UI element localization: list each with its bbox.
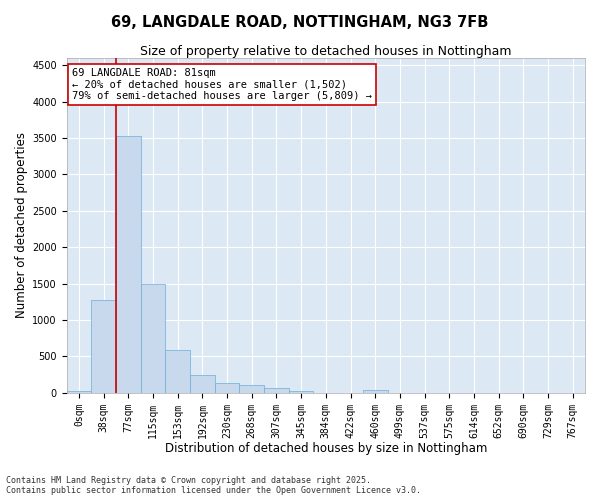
Bar xyxy=(91,300,116,393)
Bar xyxy=(289,390,313,393)
Bar xyxy=(140,284,166,393)
Bar xyxy=(239,385,264,393)
Bar xyxy=(215,384,239,393)
Title: Size of property relative to detached houses in Nottingham: Size of property relative to detached ho… xyxy=(140,45,512,58)
Bar xyxy=(190,374,215,393)
Text: 69, LANGDALE ROAD, NOTTINGHAM, NG3 7FB: 69, LANGDALE ROAD, NOTTINGHAM, NG3 7FB xyxy=(112,15,488,30)
Bar xyxy=(264,388,289,393)
Y-axis label: Number of detached properties: Number of detached properties xyxy=(15,132,28,318)
Bar xyxy=(67,391,91,393)
Text: Contains HM Land Registry data © Crown copyright and database right 2025.
Contai: Contains HM Land Registry data © Crown c… xyxy=(6,476,421,495)
Text: 69 LANGDALE ROAD: 81sqm
← 20% of detached houses are smaller (1,502)
79% of semi: 69 LANGDALE ROAD: 81sqm ← 20% of detache… xyxy=(72,68,372,101)
X-axis label: Distribution of detached houses by size in Nottingham: Distribution of detached houses by size … xyxy=(164,442,487,455)
Bar xyxy=(166,350,190,393)
Bar xyxy=(116,136,140,393)
Bar xyxy=(363,390,388,393)
